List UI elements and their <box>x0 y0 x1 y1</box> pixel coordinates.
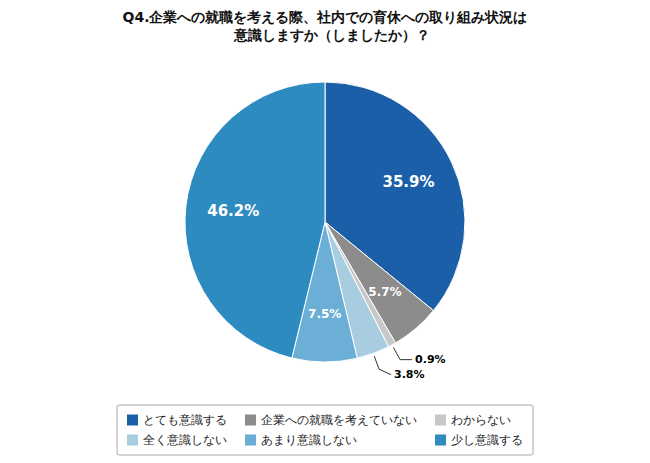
legend-item: 企業への就職を考えていない <box>245 413 417 427</box>
leader-line <box>374 356 391 375</box>
legend-frame <box>117 405 533 455</box>
data-label: 0.9% <box>415 353 446 366</box>
chart-title: Q4.企業への就職を考える際、社内での育休への取り組み状況は 意識しますか（しま… <box>123 9 528 43</box>
chart-container: Q4.企業への就職を考える際、社内での育休への取り組み状況は 意識しますか（しま… <box>0 0 650 463</box>
legend-swatch <box>127 415 138 426</box>
legend-label: わからない <box>451 413 511 427</box>
data-label: 5.7% <box>368 285 401 299</box>
legend-item: とても意識する <box>127 413 227 427</box>
legend-swatch <box>435 435 446 446</box>
legend: とても意識する 企業への就職を考えていない わからない全く意識しない あまり意識しない… <box>117 405 533 455</box>
title-line: Q4.企業への就職を考える際、社内での育休への取り組み状況は <box>123 9 528 25</box>
legend-swatch <box>435 415 446 426</box>
pie-slice <box>185 82 325 358</box>
legend-swatch <box>245 435 256 446</box>
data-label: 3.8% <box>394 368 425 381</box>
legend-label: 企業への就職を考えていない <box>261 413 417 427</box>
data-labels: 35.9% 5.7% 7.5% 46.2% 0.9% 3.8% <box>207 173 445 381</box>
legend-swatch <box>127 435 138 446</box>
data-label: 7.5% <box>308 307 341 321</box>
data-label: 46.2% <box>207 202 259 220</box>
leader-line <box>393 347 412 359</box>
legend-label: とても意識する <box>143 413 227 427</box>
data-label: 35.9% <box>382 173 434 191</box>
legend-item: 少し意識する <box>435 433 523 447</box>
legend-label: あまり意識しない <box>261 433 357 447</box>
legend-label: 少し意識する <box>451 433 523 447</box>
legend-swatch <box>245 415 256 426</box>
title-line: 意識しますか（しましたか）？ <box>220 27 430 43</box>
chart-svg: Q4.企業への就職を考える際、社内での育休への取り組み状況は 意識しますか（しま… <box>0 0 650 463</box>
legend-item: 全く意識しない <box>127 433 227 447</box>
legend-item: あまり意識しない <box>245 433 357 447</box>
legend-item: わからない <box>435 413 511 427</box>
pie <box>185 82 465 362</box>
legend-label: 全く意識しない <box>143 433 227 447</box>
